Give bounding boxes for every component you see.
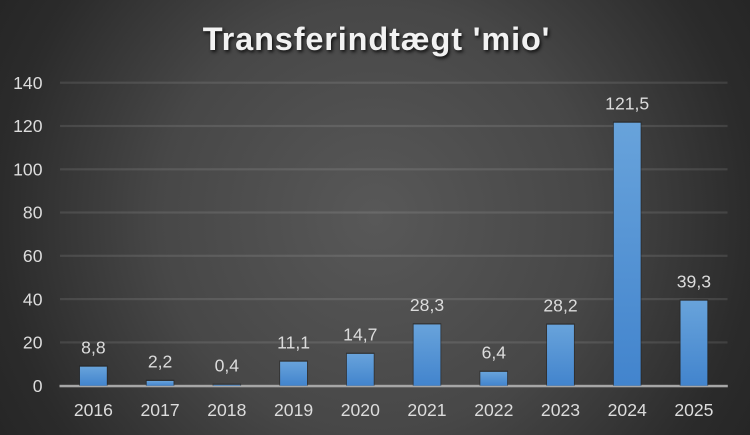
svg-text:120: 120 (13, 116, 43, 136)
svg-text:2018: 2018 (207, 400, 246, 420)
svg-text:14,7: 14,7 (343, 325, 377, 345)
svg-text:Transferindtægt 'mio': Transferindtægt 'mio' (203, 21, 551, 57)
svg-text:60: 60 (23, 246, 43, 266)
svg-text:11,1: 11,1 (277, 333, 310, 353)
svg-text:100: 100 (13, 159, 43, 179)
svg-text:39,3: 39,3 (677, 271, 711, 291)
svg-text:2021: 2021 (407, 400, 446, 420)
svg-text:2025: 2025 (674, 400, 713, 420)
svg-text:8,8: 8,8 (81, 338, 106, 358)
svg-text:2024: 2024 (608, 400, 647, 420)
svg-text:40: 40 (23, 289, 43, 309)
svg-text:80: 80 (23, 203, 43, 223)
svg-text:2016: 2016 (74, 400, 113, 420)
svg-text:140: 140 (13, 73, 43, 93)
svg-text:28,3: 28,3 (410, 295, 444, 315)
svg-text:121,5: 121,5 (605, 94, 649, 114)
svg-text:2,2: 2,2 (148, 352, 172, 372)
svg-text:2022: 2022 (474, 400, 513, 420)
svg-text:2017: 2017 (141, 400, 180, 420)
svg-text:20: 20 (23, 333, 43, 353)
svg-text:0,4: 0,4 (215, 356, 240, 376)
svg-text:2023: 2023 (541, 400, 580, 420)
svg-text:28,2: 28,2 (543, 296, 577, 316)
svg-text:0: 0 (33, 376, 43, 396)
svg-text:2020: 2020 (341, 400, 380, 420)
svg-text:2019: 2019 (274, 400, 313, 420)
svg-text:6,4: 6,4 (482, 343, 507, 363)
